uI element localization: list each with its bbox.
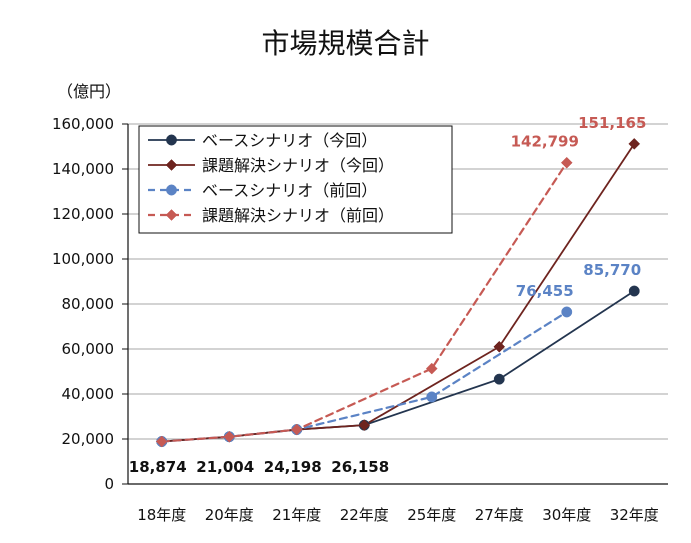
y-tick-label: 100,000	[52, 250, 114, 268]
series-marker	[628, 285, 640, 297]
series-marker	[628, 138, 641, 150]
data-label: 18,874	[129, 458, 187, 476]
data-label: 24,198	[264, 458, 322, 476]
series-marker	[560, 156, 573, 169]
x-tick-label: 20年度	[205, 506, 254, 524]
y-unit-label: （億円）	[57, 82, 121, 101]
series-marker	[493, 340, 506, 353]
series-marker	[561, 306, 573, 318]
series-marker	[223, 430, 236, 443]
legend-marker	[166, 134, 177, 146]
legend-label: 課題解決シナリオ（前回）	[202, 206, 394, 225]
y-tick-label: 140,000	[52, 160, 114, 178]
y-tick-label: 120,000	[52, 205, 114, 223]
legend-label: ベースシナリオ（今回）	[202, 131, 377, 150]
legend-marker	[166, 184, 177, 196]
series-marker	[290, 423, 303, 436]
y-tick-label: 60,000	[62, 340, 115, 358]
series-marker	[155, 435, 168, 448]
legend-box	[138, 125, 453, 234]
x-tick-label: 18年度	[137, 506, 186, 524]
series-marker	[426, 391, 438, 403]
axes: 0 20,000 40,000 60,000 80,000 100,000 120,000 1…	[52, 115, 668, 524]
data-label: 26,158	[331, 458, 389, 476]
legend-marker	[165, 159, 178, 171]
data-label: 142,799	[511, 133, 579, 151]
y-tick-label: 0	[104, 475, 114, 493]
x-tick-label: 30年度	[542, 506, 591, 524]
y-tick-label: 160,000	[52, 115, 114, 133]
series-line	[160, 142, 636, 443]
series-marker	[493, 373, 505, 385]
data-label: 85,770	[583, 261, 641, 279]
x-tick-label: 25年度	[407, 506, 456, 524]
legend-label: ベースシナリオ（前回）	[202, 181, 377, 200]
chart-title: 市場規模合計	[261, 27, 429, 60]
legend: ベースシナリオ（今回） 課題解決シナリオ（今回） ベースシナリオ（前回） 課題解決シナ…	[138, 125, 453, 234]
y-tick-label: 40,000	[62, 385, 115, 403]
data-label: 76,455	[516, 282, 574, 300]
data-labels: 18,874 21,004 24,198 26,158 76,455 85,770 142,…	[129, 114, 647, 476]
x-tick-label: 27年度	[475, 506, 524, 524]
series-marker	[425, 362, 438, 375]
x-tick-label: 22年度	[340, 506, 389, 524]
x-tick-label: 21年度	[272, 506, 321, 524]
data-label: 151,165	[578, 114, 646, 132]
data-label: 21,004	[196, 458, 254, 476]
series-marker	[358, 419, 371, 431]
y-tick-label: 20,000	[62, 430, 115, 448]
series-markers	[155, 138, 641, 448]
legend-marker	[165, 209, 178, 221]
y-tick-label: 80,000	[62, 295, 115, 313]
x-tick-label: 32年度	[610, 506, 659, 524]
legend-label: 課題解決シナリオ（今回）	[202, 156, 394, 175]
